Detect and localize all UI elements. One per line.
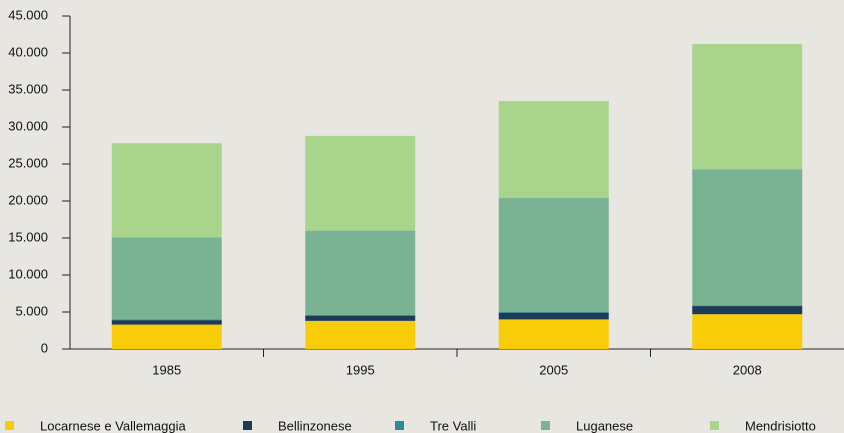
bar-segment <box>305 315 416 321</box>
legend-swatch <box>395 421 404 430</box>
x-tick-label: 2005 <box>539 362 568 377</box>
legend-swatch <box>5 421 14 430</box>
bar-segment <box>498 312 609 320</box>
bar-segment <box>498 312 609 313</box>
bar-segment <box>305 230 416 315</box>
legend-swatch <box>541 421 550 430</box>
legend-label: Luganese <box>576 418 633 433</box>
bar-segment <box>692 305 803 307</box>
bar-segment <box>111 320 222 325</box>
bar-segment <box>498 101 609 199</box>
bar-segment <box>498 198 609 312</box>
bar-segment <box>692 169 803 306</box>
bar-segment <box>111 143 222 238</box>
bar-segment <box>305 314 416 316</box>
y-tick-label: 45.000 <box>8 7 48 22</box>
bar-segment <box>692 306 803 315</box>
y-tick-label: 25.000 <box>8 155 48 170</box>
bar-segment <box>111 319 222 321</box>
legend-label: Bellinzonese <box>278 418 352 433</box>
x-tick-label: 1995 <box>346 362 375 377</box>
legend-label: Tre Valli <box>430 418 476 433</box>
y-tick-label: 35.000 <box>8 81 48 96</box>
legend-swatch <box>710 421 719 430</box>
bar-segment <box>692 44 803 170</box>
y-tick-label: 20.000 <box>8 192 48 207</box>
legend-swatch <box>243 421 252 430</box>
x-tick-label: 2008 <box>733 362 762 377</box>
y-tick-label: 0 <box>41 340 48 355</box>
bar-segment <box>305 320 416 349</box>
y-tick-label: 30.000 <box>8 118 48 133</box>
bar-segment <box>305 135 416 231</box>
bar-segment <box>111 237 222 320</box>
legend-label: Mendrisiotto <box>745 418 816 433</box>
y-tick-label: 40.000 <box>8 44 48 59</box>
legend-label: Locarnese e Vallemaggia <box>40 418 187 433</box>
x-tick-label: 1985 <box>152 362 181 377</box>
y-tick-label: 15.000 <box>8 229 48 244</box>
bar-segment <box>111 324 222 349</box>
bar-segment <box>692 314 803 349</box>
y-tick-label: 10.000 <box>8 266 48 281</box>
bar-segment <box>498 319 609 349</box>
y-tick-label: 5.000 <box>15 303 48 318</box>
